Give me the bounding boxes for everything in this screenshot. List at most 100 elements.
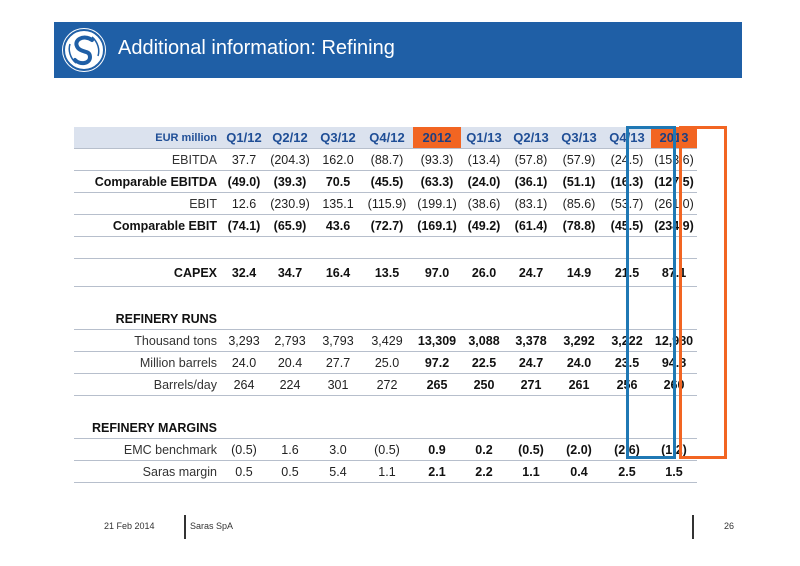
row-label: EBIT [74,192,223,215]
table-cell: (74.1) [223,214,265,237]
section-header-row: REFINERY MARGINS [74,417,697,439]
table-row: Saras margin 0.5 0.5 5.4 1.1 2.1 2.2 1.1… [74,460,697,483]
footer-company: Saras SpA [190,521,234,531]
col-header: Q3/13 [555,127,603,149]
table-cell: (85.6) [555,192,603,215]
row-label: CAPEX [74,258,223,287]
header-banner: Additional information: Refining [54,22,742,78]
footer-divider [692,515,694,539]
col-header-2012: 2012 [413,127,461,149]
table-cell: 3,793 [315,329,361,352]
section-label: REFINERY MARGINS [74,417,223,439]
table-cell: (230.9) [265,192,315,215]
table-cell: (38.6) [461,192,507,215]
table-cell: (39.3) [265,170,315,193]
table-cell: (65.9) [265,214,315,237]
table-row: Thousand tons 3,293 2,793 3,793 3,429 13… [74,329,697,352]
table-row: EBIT 12.6 (230.9) 135.1 (115.9) (199.1) … [74,192,697,215]
table-cell: 2.2 [461,460,507,483]
table-cell: (169.1) [413,214,461,237]
row-label: Thousand tons [74,329,223,352]
table-cell: 1.6 [265,438,315,461]
table-cell: 5.4 [315,460,361,483]
table-cell: (0.5) [507,438,555,461]
table-cell: 0.5 [223,460,265,483]
row-label: Million barrels [74,351,223,374]
table-cell: 13.5 [361,258,413,287]
table-cell: 3,293 [223,329,265,352]
table-cell: 1.1 [361,460,413,483]
table-cell: 1.5 [651,460,697,483]
table-row: EMC benchmark (0.5) 1.6 3.0 (0.5) 0.9 0.… [74,438,697,461]
row-label: Barrels/day [74,373,223,396]
table-cell: 2,793 [265,329,315,352]
table-cell: 0.4 [555,460,603,483]
table-cell: 0.2 [461,438,507,461]
page-title: Additional information: Refining [118,37,395,59]
table-cell: 3,378 [507,329,555,352]
footer-date: 21 Feb 2014 [104,521,155,531]
table-row: Million barrels 24.0 20.4 27.7 25.0 97.2… [74,351,697,374]
table-cell: (49.0) [223,170,265,193]
table-cell: 25.0 [361,351,413,374]
table-cell: 16.4 [315,258,361,287]
table-row: Comparable EBITDA (49.0) (39.3) 70.5 (45… [74,170,697,193]
table-cell: (2.0) [555,438,603,461]
table-cell: 265 [413,373,461,396]
table-cell: 224 [265,373,315,396]
spacer-row [74,287,697,309]
table-row: Comparable EBIT (74.1) (65.9) 43.6 (72.7… [74,214,697,237]
col-header: Q4/12 [361,127,413,149]
table-cell: 261 [555,373,603,396]
table-cell: 24.0 [223,351,265,374]
table-cell: (0.5) [361,438,413,461]
table-cell: 34.7 [265,258,315,287]
table-cell: 3,088 [461,329,507,352]
table-header-row: EUR million Q1/12 Q2/12 Q3/12 Q4/12 2012… [74,127,697,149]
table-cell: 272 [361,373,413,396]
table-cell: (72.7) [361,214,413,237]
table-cell: 2.5 [603,460,651,483]
unit-label: EUR million [74,127,223,149]
table-cell: (199.1) [413,192,461,215]
table-cell: 135.1 [315,192,361,215]
table-cell: 97.0 [413,258,461,287]
table-cell: 301 [315,373,361,396]
table-cell: 43.6 [315,214,361,237]
section-header-row: REFINERY RUNS [74,308,697,330]
table-cell: 24.0 [555,351,603,374]
col-header: Q3/12 [315,127,361,149]
table-cell: (45.5) [361,170,413,193]
table-cell: 70.5 [315,170,361,193]
table-cell: 3,292 [555,329,603,352]
table-cell: (93.3) [413,148,461,171]
table-cell: (51.1) [555,170,603,193]
table-row: CAPEX 32.4 34.7 16.4 13.5 97.0 26.0 24.7… [74,258,697,287]
spacer-row [74,236,697,259]
table-cell: 20.4 [265,351,315,374]
year-2013-highlight-box [679,126,727,459]
table-cell: 27.7 [315,351,361,374]
table-cell: 24.7 [507,351,555,374]
table-cell: (204.3) [265,148,315,171]
row-label: EMC benchmark [74,438,223,461]
saras-logo-icon [62,28,106,72]
table-cell: (24.0) [461,170,507,193]
section-label: REFINERY RUNS [74,308,223,330]
table-cell: (36.1) [507,170,555,193]
table-cell: (57.8) [507,148,555,171]
table-cell: (88.7) [361,148,413,171]
table-cell: (63.3) [413,170,461,193]
refining-table: EUR million Q1/12 Q2/12 Q3/12 Q4/12 2012… [74,127,697,483]
table-cell: 271 [507,373,555,396]
table-cell: 26.0 [461,258,507,287]
col-header: Q2/12 [265,127,315,149]
table-cell: 13,309 [413,329,461,352]
table-cell: (83.1) [507,192,555,215]
table-cell: 0.9 [413,438,461,461]
table-cell: (61.4) [507,214,555,237]
table-cell: 37.7 [223,148,265,171]
table-cell: (78.8) [555,214,603,237]
col-header: Q1/12 [223,127,265,149]
q4-13-highlight-box [626,126,676,459]
